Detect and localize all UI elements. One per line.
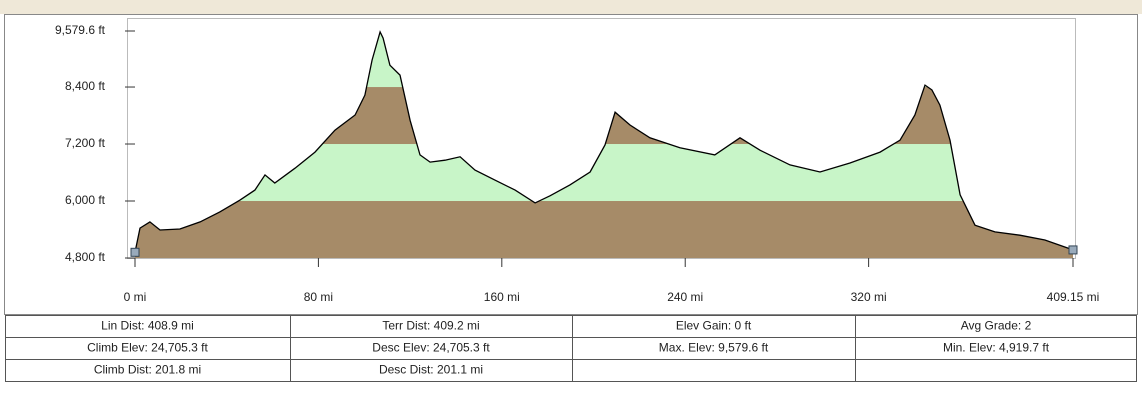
y-tick-label: 8,400 ft: [65, 79, 106, 93]
map-strip: [0, 0, 1142, 14]
stat-cell: Terr Dist: 409.2 mi: [382, 319, 479, 333]
elevation-profile: Lin Dist: 408.9 mi Terr Dist: 409.2 mi Ele…: [0, 0, 1142, 403]
x-tick-label: 240 mi: [667, 290, 703, 304]
stat-cell: Climb Elev: 24,705.3 ft: [87, 341, 208, 355]
endpoint-marker: [131, 248, 139, 256]
stat-cell: Climb Dist: 201.8 mi: [94, 363, 201, 377]
endpoint-marker: [1069, 246, 1077, 254]
x-tick-label: 160 mi: [484, 290, 520, 304]
elevation-band: [135, 201, 1073, 260]
stat-cell: Max. Elev: 9,579.6 ft: [659, 341, 769, 355]
x-tick-label: 0 mi: [124, 290, 147, 304]
y-tick-label: 4,800 ft: [65, 250, 106, 264]
x-tick-label: 80 mi: [304, 290, 333, 304]
chart-panel: [5, 15, 1138, 315]
stats-table: Lin Dist: 408.9 mi Terr Dist: 409.2 mi Ele…: [5, 315, 1137, 382]
x-tick-label: 320 mi: [851, 290, 887, 304]
stat-cell: Avg Grade: 2: [961, 319, 1032, 333]
stat-cell: Min. Elev: 4,919.7 ft: [943, 341, 1050, 355]
y-tick-label: 7,200 ft: [65, 136, 106, 150]
stat-cell: Desc Dist: 201.1 mi: [379, 363, 483, 377]
y-tick-label: 9,579.6 ft: [55, 23, 106, 37]
stat-cell: Desc Elev: 24,705.3 ft: [372, 341, 490, 355]
y-tick-label: 6,000 ft: [65, 193, 106, 207]
stat-cell: Elev Gain: 0 ft: [676, 319, 752, 333]
x-tick-label: 409.15 mi: [1047, 290, 1100, 304]
stat-cell: Lin Dist: 408.9 mi: [101, 319, 194, 333]
